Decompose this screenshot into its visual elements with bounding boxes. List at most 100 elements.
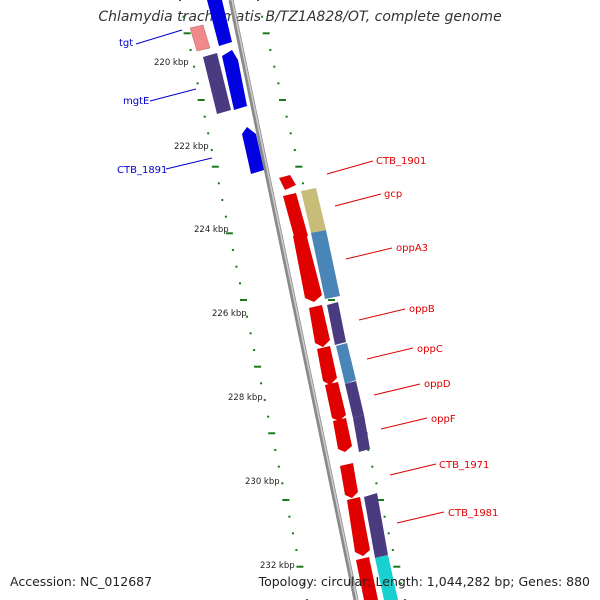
tick-mark xyxy=(383,515,386,518)
tick-mark xyxy=(268,432,276,435)
gene-label-oppB[interactable]: oppB xyxy=(409,304,435,315)
gene-label-CTB_1901[interactable]: CTB_1901 xyxy=(376,156,426,167)
tick-mark xyxy=(262,32,270,35)
leader-mgtE xyxy=(149,88,197,102)
tick-guide-right xyxy=(257,0,406,600)
gene-mgtE[interactable] xyxy=(203,53,231,114)
tick-mark xyxy=(328,299,335,301)
tick-mark xyxy=(239,282,241,285)
tick-mark xyxy=(273,65,276,68)
kbp-label: 228 kbp xyxy=(228,393,263,403)
leader-oppD xyxy=(373,383,421,396)
feature-CTB_1981-band xyxy=(364,493,388,558)
tick-mark xyxy=(375,482,378,485)
tick-mark xyxy=(282,499,290,501)
genome-backbone xyxy=(228,0,359,600)
gene-oppA3[interactable] xyxy=(293,233,322,302)
gene-CTB_1901[interactable] xyxy=(279,175,296,190)
topology-text: Topology: circular; Length: 1,044,282 bp… xyxy=(258,574,590,589)
tick-mark xyxy=(285,115,288,118)
gene-oppC[interactable] xyxy=(317,346,337,385)
tick-mark xyxy=(267,415,270,418)
tick-mark xyxy=(224,215,227,218)
kbp-label: 224 kbp xyxy=(194,225,229,235)
tick-mark xyxy=(289,132,292,135)
tick-mark xyxy=(277,465,280,468)
tick-mark xyxy=(197,99,205,101)
gene-label-CTB_1891[interactable]: CTB_1891 xyxy=(117,165,167,176)
tick-mark xyxy=(211,165,219,168)
kbp-label: 220 kbp xyxy=(154,58,189,68)
tick-mark xyxy=(249,332,252,335)
tick-mark xyxy=(399,582,402,585)
gene-label-gcp[interactable]: gcp xyxy=(384,189,402,200)
gene-label-oppC[interactable]: oppC xyxy=(417,344,443,355)
gene-gcp[interactable] xyxy=(283,193,308,240)
gene-tgt[interactable] xyxy=(189,24,211,52)
leader-CTB_1981 xyxy=(396,511,445,524)
gene-tgt-upper[interactable] xyxy=(207,0,232,46)
tick-mark xyxy=(263,399,266,401)
tick-mark xyxy=(279,99,286,101)
leader-CTB_1901 xyxy=(326,160,374,175)
gene-oppD[interactable] xyxy=(325,382,346,421)
leader-tgt xyxy=(135,29,183,45)
tick-mark xyxy=(367,449,370,451)
tick-mark xyxy=(246,315,248,318)
kbp-label: 232 kbp xyxy=(260,561,295,571)
tick-mark xyxy=(253,349,256,351)
gene-label-tgt[interactable]: tgt xyxy=(119,38,133,49)
gene-extra-red[interactable] xyxy=(356,557,378,600)
leader-oppA3 xyxy=(345,247,393,260)
gene-label-CTB_1981[interactable]: CTB_1981 xyxy=(448,508,498,519)
feature-oppD-band xyxy=(345,381,364,418)
gene-oppF[interactable] xyxy=(333,418,352,452)
tick-mark xyxy=(277,82,280,85)
tick-mark xyxy=(210,149,213,151)
genome-title: Chlamydia trachomatis B/TZ1A828/OT, comp… xyxy=(98,9,502,25)
tick-mark xyxy=(217,182,220,185)
kbp-label: 230 kbp xyxy=(245,477,280,487)
gene-mgtE-blue[interactable] xyxy=(222,50,247,110)
tick-mark xyxy=(225,232,233,235)
tick-mark xyxy=(203,115,206,118)
gene-label-oppA3[interactable]: oppA3 xyxy=(396,243,428,254)
gene-CTB_1971[interactable] xyxy=(340,463,358,498)
tick-mark xyxy=(183,32,191,35)
tick-mark xyxy=(257,0,259,1)
tick-mark xyxy=(240,299,247,301)
tick-mark xyxy=(261,15,264,18)
leader-oppF xyxy=(380,417,428,430)
tick-mark xyxy=(301,182,304,185)
tick-mark xyxy=(393,565,401,568)
tick-mark xyxy=(296,565,304,568)
tick-mark xyxy=(254,365,262,368)
leader-oppC xyxy=(366,347,414,360)
feature-cyan-band xyxy=(375,555,398,600)
gene-label-CTB_1971[interactable]: CTB_1971 xyxy=(439,460,489,471)
kbp-label: 222 kbp xyxy=(174,142,209,152)
gene-oppB[interactable] xyxy=(309,305,330,347)
tick-mark xyxy=(274,449,277,451)
leader-oppB xyxy=(358,308,406,321)
tick-mark xyxy=(207,132,210,135)
tick-mark xyxy=(295,549,298,551)
tick-mark xyxy=(293,149,296,151)
tick-mark xyxy=(291,532,294,535)
gene-label-oppF[interactable]: oppF xyxy=(431,414,456,425)
tick-mark xyxy=(182,15,185,18)
tick-mark xyxy=(221,199,224,201)
tick-mark xyxy=(193,65,196,68)
gene-label-mgtE[interactable]: mgtE xyxy=(123,96,149,107)
tick-mark xyxy=(269,49,272,51)
tick-mark xyxy=(235,265,238,268)
tick-mark xyxy=(179,0,181,1)
gene-CTB_1981[interactable] xyxy=(347,497,370,556)
gene-CTB_1891[interactable] xyxy=(242,127,264,174)
tick-mark xyxy=(302,582,305,585)
tick-mark xyxy=(260,382,263,385)
gene-label-oppD[interactable]: oppD xyxy=(424,379,451,390)
feature-oppF-band xyxy=(353,415,370,452)
leader-gcp xyxy=(334,193,382,207)
